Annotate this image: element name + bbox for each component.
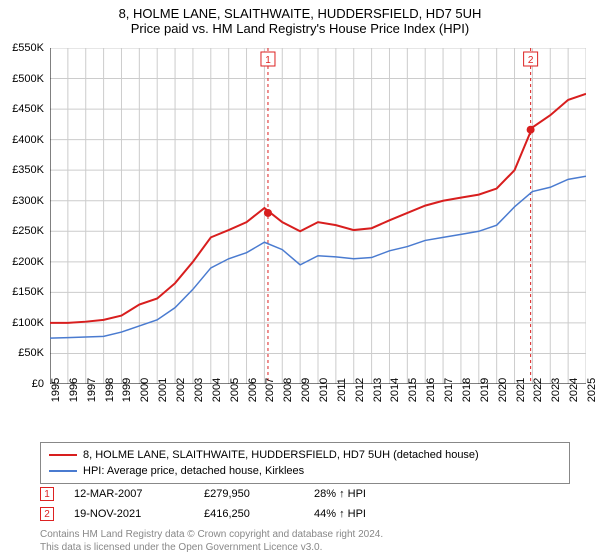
y-axis-labels: £0£50K£100K£150K£200K£250K£300K£350K£400… <box>0 48 48 384</box>
chart-title: 8, HOLME LANE, SLAITHWAITE, HUDDERSFIELD… <box>0 0 600 21</box>
footer-line-1: Contains HM Land Registry data © Crown c… <box>40 528 570 541</box>
legend-swatch <box>49 454 77 456</box>
y-tick-label: £200K <box>12 256 44 268</box>
legend-item: 8, HOLME LANE, SLAITHWAITE, HUDDERSFIELD… <box>49 447 561 463</box>
x-tick-label: 2018 <box>461 378 473 402</box>
sales-table: 1 12-MAR-2007£279,95028% ↑ HPI 2 19-NOV-202… <box>40 484 570 524</box>
x-tick-label: 2014 <box>389 378 401 402</box>
legend-label: HPI: Average price, detached house, Kirk… <box>83 465 304 477</box>
x-tick-label: 2022 <box>532 378 544 402</box>
legend: 8, HOLME LANE, SLAITHWAITE, HUDDERSFIELD… <box>40 442 570 484</box>
x-tick-label: 2007 <box>264 378 276 402</box>
x-tick-label: 2013 <box>372 378 384 402</box>
x-tick-label: 1999 <box>121 378 133 402</box>
x-tick-label: 2017 <box>443 378 455 402</box>
x-tick-label: 2019 <box>479 378 491 402</box>
x-tick-label: 2005 <box>229 378 241 402</box>
y-tick-label: £300K <box>12 195 44 207</box>
x-tick-label: 2010 <box>318 378 330 402</box>
x-tick-label: 2015 <box>407 378 419 402</box>
x-tick-label: 2002 <box>175 378 187 402</box>
y-tick-label: £400K <box>12 134 44 146</box>
footer-attribution: Contains HM Land Registry data © Crown c… <box>40 528 570 554</box>
x-tick-label: 2021 <box>515 378 527 402</box>
svg-text:1: 1 <box>265 55 271 66</box>
y-tick-label: £500K <box>12 73 44 85</box>
x-tick-label: 2008 <box>282 378 294 402</box>
y-tick-label: £100K <box>12 317 44 329</box>
x-tick-label: 2006 <box>247 378 259 402</box>
y-tick-label: £0 <box>32 378 44 390</box>
x-tick-label: 2024 <box>568 378 580 402</box>
x-axis-labels: 1995199619971998199920002001200220032004… <box>50 386 586 436</box>
x-tick-label: 2012 <box>354 378 366 402</box>
x-tick-label: 1995 <box>50 378 62 402</box>
x-tick-label: 2009 <box>300 378 312 402</box>
chart-container: 8, HOLME LANE, SLAITHWAITE, HUDDERSFIELD… <box>0 0 600 560</box>
y-tick-label: £550K <box>12 42 44 54</box>
plot-area: 12 <box>50 48 586 384</box>
x-tick-label: 1997 <box>86 378 98 402</box>
sale-marker: 1 <box>40 487 54 501</box>
x-tick-label: 2011 <box>336 378 348 402</box>
svg-text:2: 2 <box>528 55 534 66</box>
x-tick-label: 2003 <box>193 378 205 402</box>
x-tick-label: 2004 <box>211 378 223 402</box>
sale-row: 1 12-MAR-2007£279,95028% ↑ HPI <box>40 484 570 504</box>
y-tick-label: £250K <box>12 225 44 237</box>
legend-swatch <box>49 470 77 472</box>
y-tick-label: £350K <box>12 164 44 176</box>
x-tick-label: 2001 <box>157 378 169 402</box>
x-tick-label: 1996 <box>68 378 80 402</box>
y-tick-label: £50K <box>18 347 44 359</box>
footer-line-2: This data is licensed under the Open Gov… <box>40 541 570 554</box>
legend-label: 8, HOLME LANE, SLAITHWAITE, HUDDERSFIELD… <box>83 449 479 461</box>
sale-row: 2 19-NOV-2021£416,25044% ↑ HPI <box>40 504 570 524</box>
line-chart-svg: 12 <box>50 48 586 384</box>
sale-price: £416,250 <box>204 508 314 520</box>
x-tick-label: 2023 <box>550 378 562 402</box>
x-tick-label: 2000 <box>139 378 151 402</box>
sale-price: £279,950 <box>204 488 314 500</box>
x-tick-label: 1998 <box>104 378 116 402</box>
x-tick-label: 2020 <box>497 378 509 402</box>
sale-date: 19-NOV-2021 <box>74 508 204 520</box>
sale-date: 12-MAR-2007 <box>74 488 204 500</box>
x-tick-label: 2016 <box>425 378 437 402</box>
sale-pct-vs-hpi: 28% ↑ HPI <box>314 488 454 500</box>
x-tick-label: 2025 <box>586 378 598 402</box>
y-tick-label: £150K <box>12 286 44 298</box>
y-tick-label: £450K <box>12 103 44 115</box>
chart-subtitle: Price paid vs. HM Land Registry's House … <box>0 21 600 42</box>
sale-marker: 2 <box>40 507 54 521</box>
legend-item: HPI: Average price, detached house, Kirk… <box>49 463 561 479</box>
sale-pct-vs-hpi: 44% ↑ HPI <box>314 508 454 520</box>
